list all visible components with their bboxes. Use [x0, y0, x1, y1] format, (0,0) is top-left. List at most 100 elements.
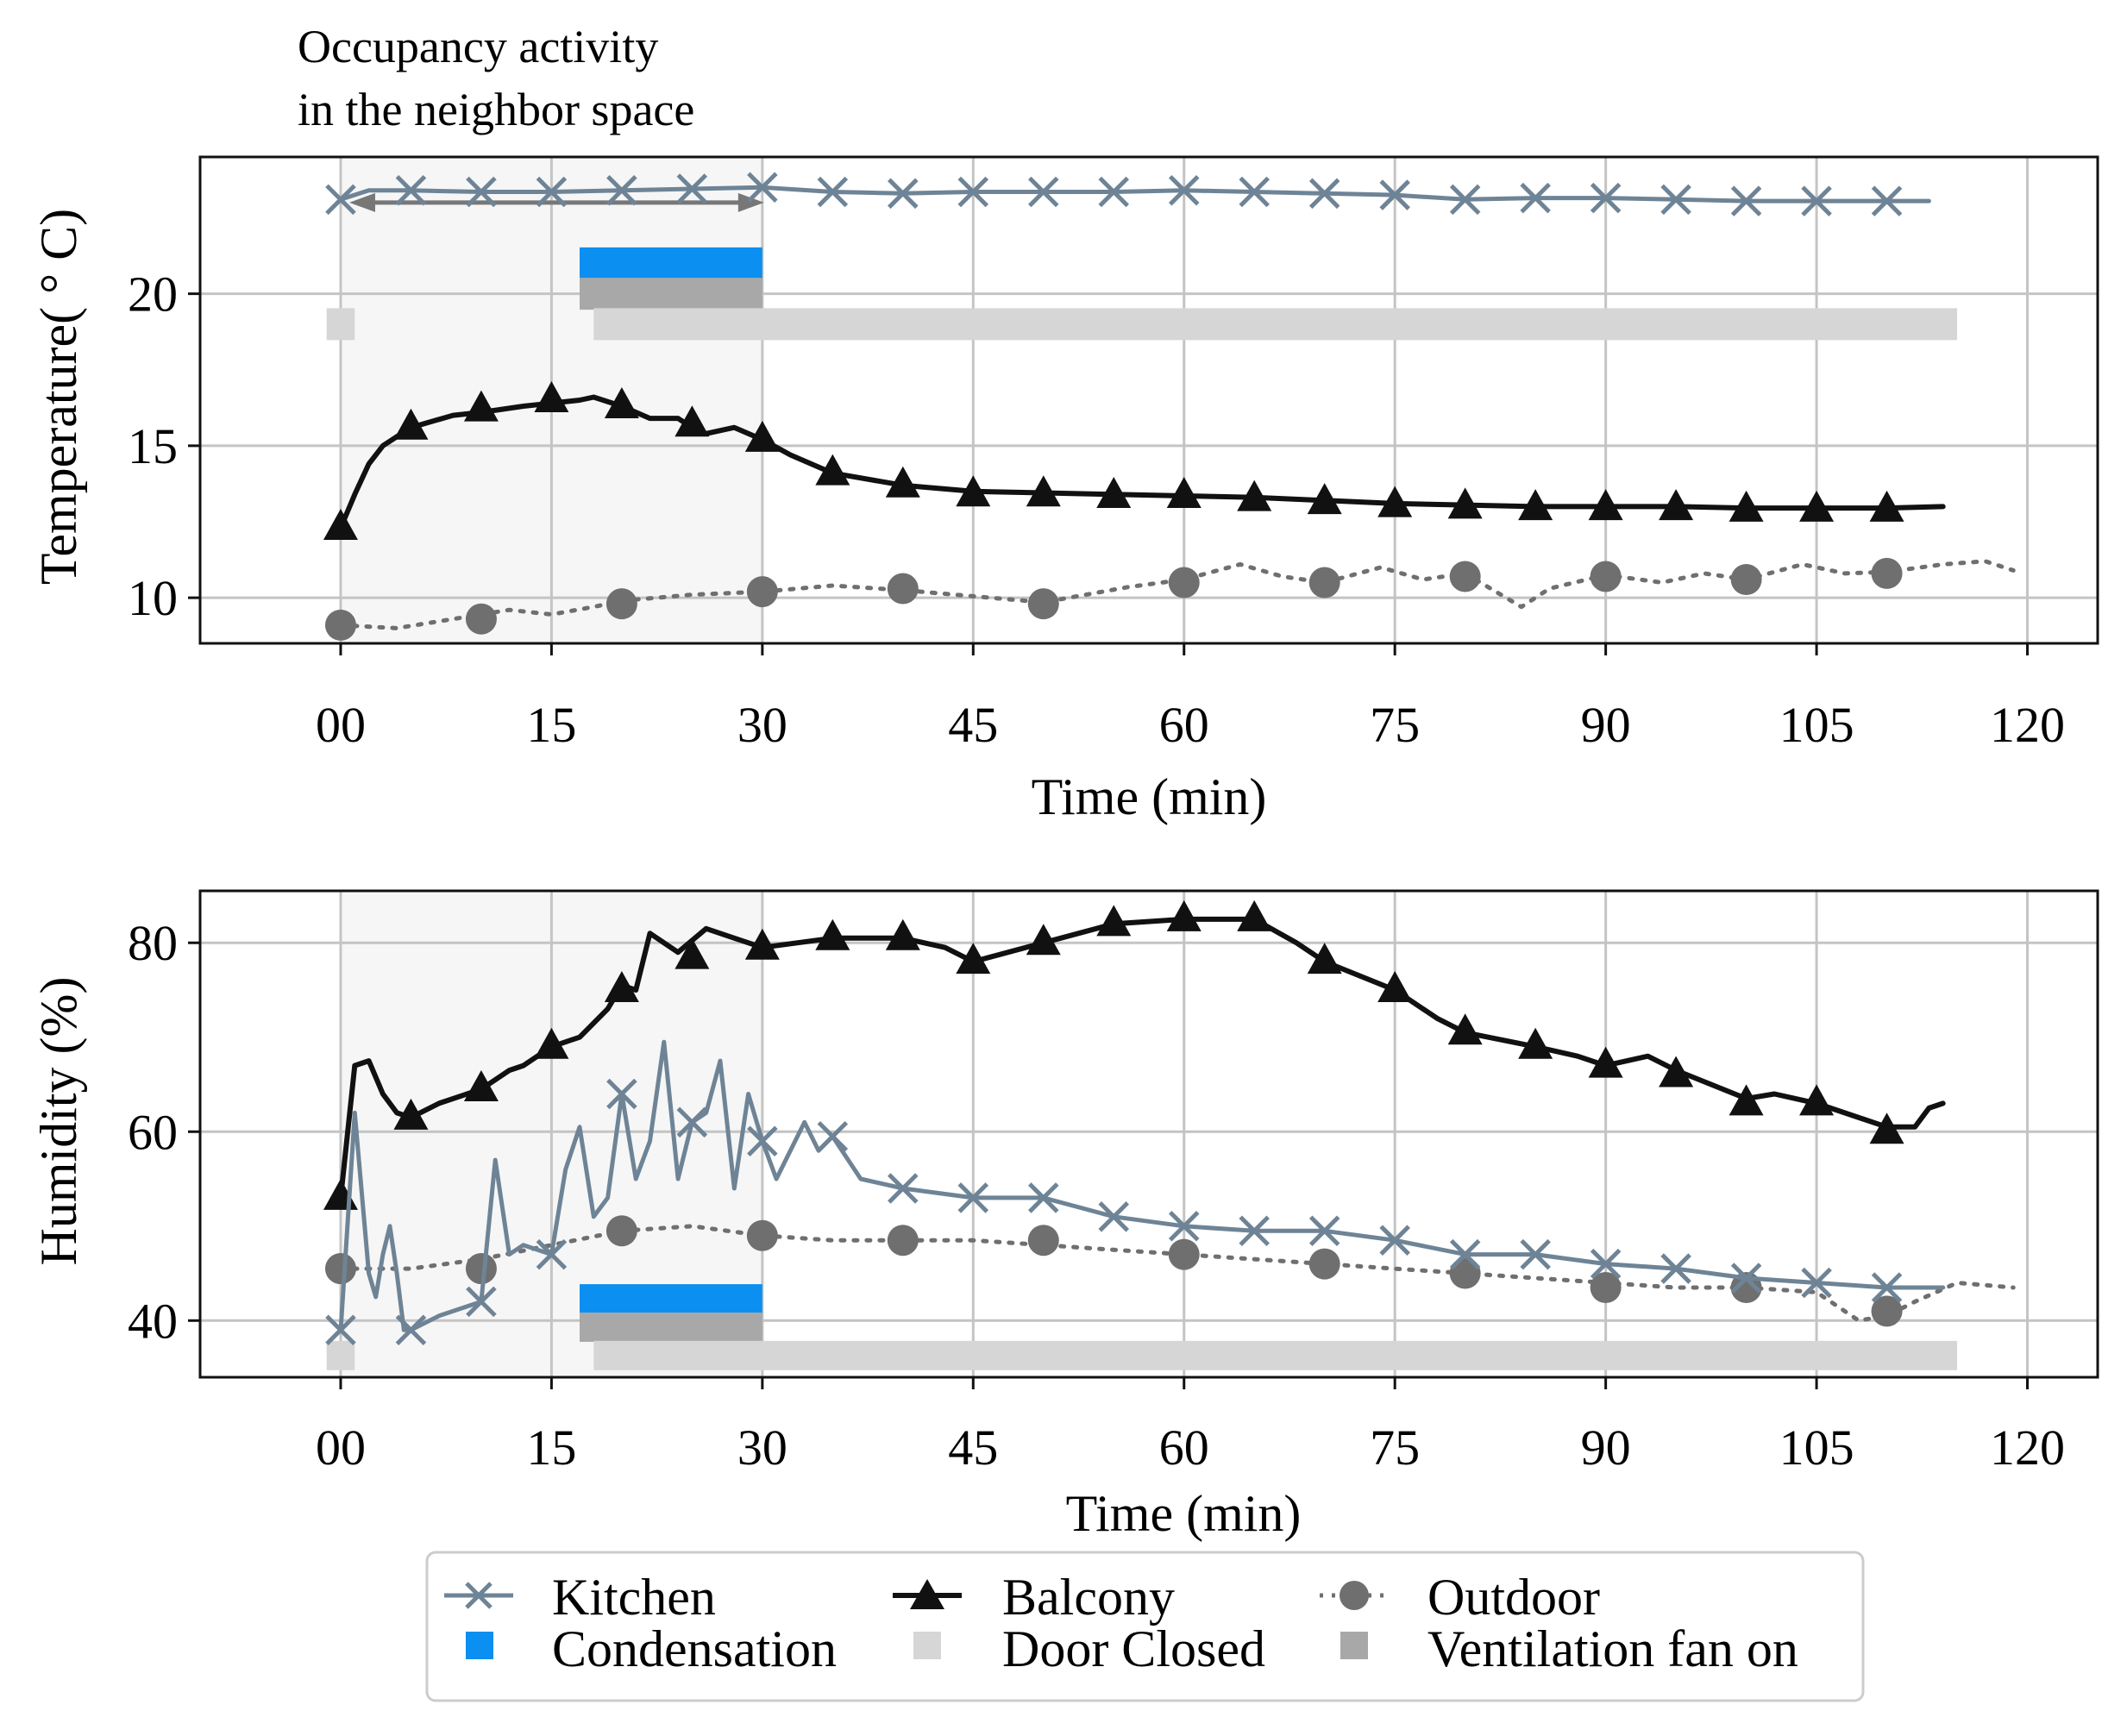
- humidity-kitchen-marker: [817, 1120, 849, 1152]
- humidity-x-tick-label: 00: [316, 1420, 366, 1476]
- temperature-balcony-marker: [1659, 489, 1694, 521]
- humidity-outdoor-marker: [465, 1253, 497, 1285]
- temperature-balcony-marker: [1729, 490, 1764, 522]
- humidity-outdoor-marker: [1168, 1238, 1200, 1270]
- humidity-status-bar-ventilation-fan-on: [580, 1312, 762, 1342]
- humidity-balcony-marker: [1377, 970, 1413, 1002]
- humidity-y-tick-label: 40: [128, 1293, 178, 1349]
- temperature-balcony-marker: [744, 420, 780, 452]
- temperature-panel: 00 15 30 45 60 75 90 105 120 10 15 20: [128, 155, 2099, 753]
- temperature-balcony-marker: [534, 381, 569, 412]
- legend-kitchen-label: Kitchen: [552, 1569, 716, 1626]
- temperature-kitchen-marker: [747, 172, 778, 204]
- temperature-status-bar-ventilation-fan-on: [580, 278, 762, 310]
- legend-item-condensation: Condensation: [466, 1620, 837, 1677]
- temperature-axes-frame: [198, 155, 2099, 645]
- legend-item-door-closed: Door Closed: [913, 1620, 1265, 1677]
- humidity-balcony-marker: [1237, 899, 1272, 931]
- temperature-kitchen-marker: [1520, 182, 1551, 214]
- y-axis-label-humidity: Humidity (%): [30, 977, 87, 1266]
- temperature-balcony-marker: [393, 408, 429, 440]
- humidity-balcony-marker: [1096, 905, 1132, 937]
- humidity-kitchen-marker: [395, 1314, 427, 1346]
- temperature-x-tick-label: 60: [1159, 697, 1209, 753]
- temperature-kitchen-marker: [817, 176, 849, 208]
- humidity-balcony-marker: [1518, 1027, 1553, 1059]
- temperature-balcony-marker: [463, 390, 499, 422]
- humidity-kitchen-marker: [676, 1106, 708, 1138]
- humidity-kitchen-marker: [606, 1078, 637, 1110]
- humidity-panel: 00 15 30 45 60 75 90 105 120 40 60 80: [128, 889, 2099, 1476]
- temperature-balcony-marker: [885, 466, 920, 498]
- humidity-outdoor-marker: [746, 1219, 778, 1251]
- humidity-balcony-marker: [1659, 1056, 1694, 1087]
- temperature-outdoor-marker: [1449, 561, 1481, 592]
- temperature-kitchen-marker: [1730, 185, 1762, 216]
- temperature-x-tick-label: 90: [1581, 697, 1631, 753]
- legend-frame: [425, 1551, 1865, 1702]
- humidity-x-tick-label: 30: [737, 1420, 787, 1476]
- humidity-y-tick-label: 60: [128, 1104, 178, 1160]
- humidity-status-bar-condensation: [580, 1284, 762, 1314]
- temperature-kitchen-marker: [1379, 179, 1410, 210]
- temperature-outdoor-marker: [324, 609, 356, 641]
- annotation-arrow-head-left: [348, 192, 375, 212]
- humidity-y-tick-label: 80: [128, 915, 178, 971]
- humidity-status-bar-door-closed: [593, 1340, 1958, 1370]
- temperature-balcony-marker: [1799, 490, 1835, 522]
- temperature-x-tick-label: 00: [316, 697, 366, 753]
- humidity-kitchen-marker: [1801, 1267, 1832, 1299]
- humidity-x-tick-label: 60: [1159, 1420, 1209, 1476]
- temperature-kitchen-marker: [1239, 176, 1270, 208]
- annotation-arrow-head-right: [737, 192, 764, 212]
- temperature-balcony-marker: [1307, 483, 1342, 515]
- humidity-kitchen-marker: [1168, 1211, 1200, 1242]
- humidity-balcony-marker: [1447, 1013, 1483, 1045]
- temperature-kitchen-marker: [1028, 176, 1059, 208]
- legend-condensation-label: Condensation: [552, 1620, 837, 1677]
- humidity-kitchen-marker: [1520, 1238, 1551, 1270]
- legend-item-balcony: Balcony: [893, 1569, 1175, 1626]
- humidity-balcony-marker: [1729, 1084, 1764, 1116]
- humidity-balcony-marker: [1166, 899, 1202, 931]
- temperature-outdoor-marker: [1730, 563, 1762, 595]
- humidity-balcony-marker: [885, 918, 920, 950]
- humidity-balcony-marker: [674, 937, 710, 969]
- humidity-balcony-marker: [534, 1027, 569, 1059]
- temperature-balcony-marker: [956, 475, 991, 507]
- temperature-kitchen-marker: [1871, 185, 1903, 216]
- humidity-outdoor-marker: [1308, 1248, 1340, 1280]
- temperature-kitchen-marker: [1590, 182, 1622, 214]
- humidity-kitchen-marker: [1028, 1182, 1059, 1213]
- temperature-status-bar-door-closed: [326, 308, 355, 341]
- humidity-balcony-marker: [463, 1069, 499, 1101]
- humidity-outdoor-marker: [1027, 1225, 1059, 1257]
- temperature-balcony-marker: [1096, 477, 1132, 509]
- temperature-kitchen-marker: [676, 173, 708, 204]
- humidity-kitchen-marker: [1730, 1263, 1762, 1294]
- humidity-balcony-marker: [393, 1098, 429, 1130]
- humidity-kitchen-marker: [1660, 1253, 1691, 1284]
- temperature-balcony-marker: [1237, 479, 1272, 511]
- temperature-status-bar-condensation: [580, 247, 762, 279]
- legend-item-kitchen: Kitchen: [444, 1569, 716, 1626]
- temperature-y-tick-label: 15: [128, 418, 178, 474]
- annotation-line-1: Occupancy activity: [298, 21, 658, 72]
- legend-item-ventilation: Ventilation fan on: [1340, 1620, 1798, 1677]
- temperature-outdoor-marker: [1308, 567, 1340, 599]
- humidity-balcony-marker: [956, 943, 991, 975]
- temperature-kitchen-marker: [1449, 184, 1481, 216]
- temperature-balcony-marker: [604, 387, 639, 419]
- humidity-balcony-marker: [744, 928, 780, 960]
- humidity-kitchen-marker: [1098, 1201, 1130, 1232]
- temperature-kitchen-marker: [957, 176, 989, 208]
- temperature-outdoor-marker: [1590, 561, 1622, 592]
- humidity-balcony-marker: [1026, 924, 1061, 956]
- humidity-kitchen-marker: [1449, 1238, 1481, 1270]
- humidity-kitchen-marker: [1308, 1215, 1340, 1247]
- humidity-outdoor-marker: [605, 1215, 637, 1247]
- humidity-balcony-marker: [815, 918, 850, 950]
- humidity-outdoor-marker: [1590, 1271, 1622, 1303]
- legend-kitchen-x-icon: [465, 1582, 493, 1609]
